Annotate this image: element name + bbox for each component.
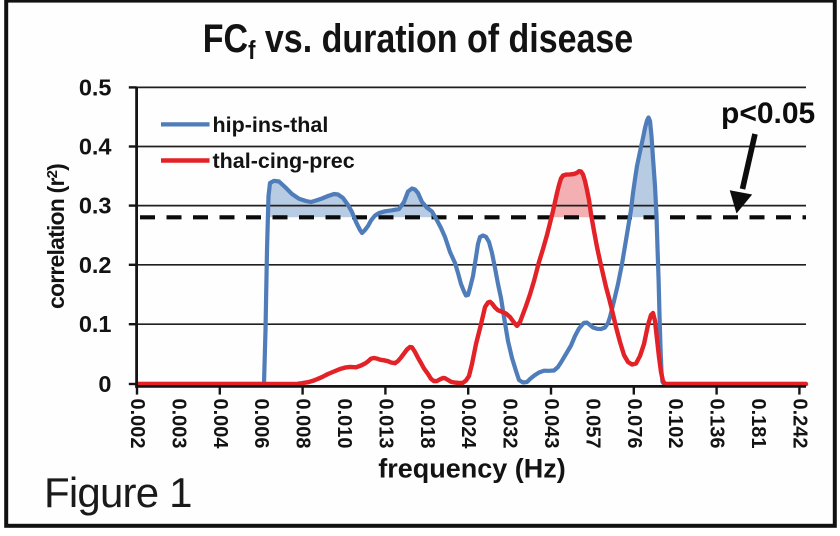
svg-text:0.076: 0.076	[623, 399, 645, 449]
svg-text:FCf vs. duration of disease: FCf vs. duration of disease	[203, 15, 633, 65]
svg-text:0.013: 0.013	[374, 399, 396, 449]
svg-text:0.057: 0.057	[581, 399, 603, 449]
svg-text:0.181: 0.181	[747, 399, 769, 449]
svg-text:0.102: 0.102	[664, 399, 686, 449]
svg-text:correlation (r2): correlation (r2)	[43, 164, 69, 309]
svg-text:0.043: 0.043	[540, 399, 562, 449]
svg-text:0.006: 0.006	[250, 399, 272, 449]
svg-text:0.242: 0.242	[788, 399, 810, 449]
svg-text:0.008: 0.008	[292, 399, 314, 449]
svg-text:0.018: 0.018	[416, 399, 438, 449]
svg-text:0.003: 0.003	[167, 399, 189, 449]
svg-text:0.004: 0.004	[209, 399, 231, 450]
svg-text:0.2: 0.2	[79, 252, 112, 278]
svg-text:0: 0	[98, 371, 111, 397]
svg-text:0.3: 0.3	[79, 193, 112, 219]
svg-text:0.024: 0.024	[457, 399, 479, 450]
svg-text:0.136: 0.136	[706, 399, 728, 449]
svg-text:thal-cing-prec: thal-cing-prec	[213, 149, 355, 173]
svg-text:0.032: 0.032	[499, 399, 521, 449]
svg-text:0.1: 0.1	[79, 311, 112, 337]
svg-text:p<0.05: p<0.05	[721, 97, 815, 130]
svg-text:0.4: 0.4	[79, 134, 112, 160]
svg-text:0.010: 0.010	[333, 399, 355, 449]
svg-text:frequency (Hz): frequency (Hz)	[378, 454, 566, 484]
svg-text:hip-ins-thal: hip-ins-thal	[213, 113, 329, 137]
svg-text:0.5: 0.5	[79, 74, 112, 100]
svg-text:Figure 1: Figure 1	[44, 469, 192, 516]
svg-text:0.002: 0.002	[126, 399, 148, 449]
